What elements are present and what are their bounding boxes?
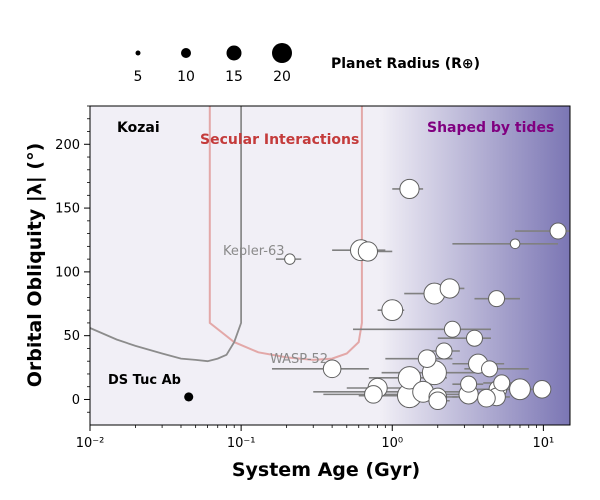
legend-marker bbox=[181, 48, 191, 58]
legend-label: 15 bbox=[225, 69, 243, 85]
planet-marker bbox=[381, 299, 404, 322]
y-tick-label: 150 bbox=[55, 202, 80, 217]
legend-label: 20 bbox=[273, 69, 291, 85]
planet-marker bbox=[443, 320, 461, 338]
planet-marker bbox=[397, 366, 422, 390]
planet-marker bbox=[284, 253, 296, 265]
y-tick-label: 200 bbox=[55, 138, 80, 153]
y-axis-title: Orbital Obliquity |λ| (°) bbox=[24, 143, 46, 388]
legend-marker bbox=[135, 50, 141, 56]
kozai-region-label: Kozai bbox=[117, 120, 160, 136]
planet-marker bbox=[488, 290, 506, 308]
legend-label: 10 bbox=[177, 69, 195, 85]
data-points bbox=[184, 178, 570, 411]
legend: 5 10 15 20 bbox=[134, 43, 292, 85]
secular-boundary-curve bbox=[208, 106, 363, 361]
ds-tuc-ab-marker bbox=[184, 392, 194, 402]
y-tick-label: 50 bbox=[63, 329, 80, 344]
x-tick-label: 10⁻² bbox=[76, 436, 105, 451]
plot-frame bbox=[89, 105, 571, 426]
planet-marker bbox=[322, 359, 342, 379]
legend-marker bbox=[226, 45, 242, 61]
planet-marker bbox=[357, 241, 379, 262]
legend-title: Planet Radius (R⊕) bbox=[331, 56, 480, 72]
planet-marker bbox=[417, 349, 437, 368]
legend-label: 5 bbox=[134, 69, 143, 85]
x-axis: 10⁻² 10⁻¹ 10⁰ 10¹ bbox=[76, 425, 555, 451]
planet-marker bbox=[509, 378, 531, 401]
planet-marker bbox=[481, 360, 499, 378]
wasp52-label: WASP-52 bbox=[270, 352, 328, 367]
planet-marker bbox=[465, 329, 483, 347]
ds-tuc-ab-label: DS Tuc Ab bbox=[108, 373, 181, 388]
theory-curves bbox=[90, 106, 363, 363]
planet-marker bbox=[477, 388, 496, 408]
x-tick-label: 10¹ bbox=[533, 436, 555, 451]
planet-marker bbox=[439, 278, 460, 299]
planet-marker bbox=[428, 391, 448, 411]
kozai-boundary-curve bbox=[90, 106, 242, 363]
planet-marker bbox=[532, 379, 552, 399]
planet-marker bbox=[493, 374, 511, 392]
x-axis-title: System Age (Gyr) bbox=[232, 459, 420, 481]
planet-marker bbox=[509, 238, 521, 250]
x-tick-label: 10⁰ bbox=[381, 436, 403, 451]
planet-marker bbox=[435, 342, 453, 360]
y-tick-label: 0 bbox=[72, 393, 80, 408]
y-tick-label: 100 bbox=[55, 265, 80, 280]
x-tick-label: 10⁻¹ bbox=[227, 436, 256, 451]
y-axis: 0 50 100 150 200 bbox=[55, 105, 90, 413]
tides-region-label: Shaped by tides bbox=[427, 120, 554, 136]
kepler63-label: Kepler-63 bbox=[223, 244, 284, 259]
legend-marker bbox=[272, 43, 292, 63]
secular-region-label: Secular Interactions bbox=[200, 132, 359, 148]
planet-marker bbox=[364, 385, 383, 404]
planet-marker bbox=[460, 375, 478, 393]
planet-marker bbox=[549, 222, 567, 240]
planet-marker bbox=[399, 178, 420, 200]
